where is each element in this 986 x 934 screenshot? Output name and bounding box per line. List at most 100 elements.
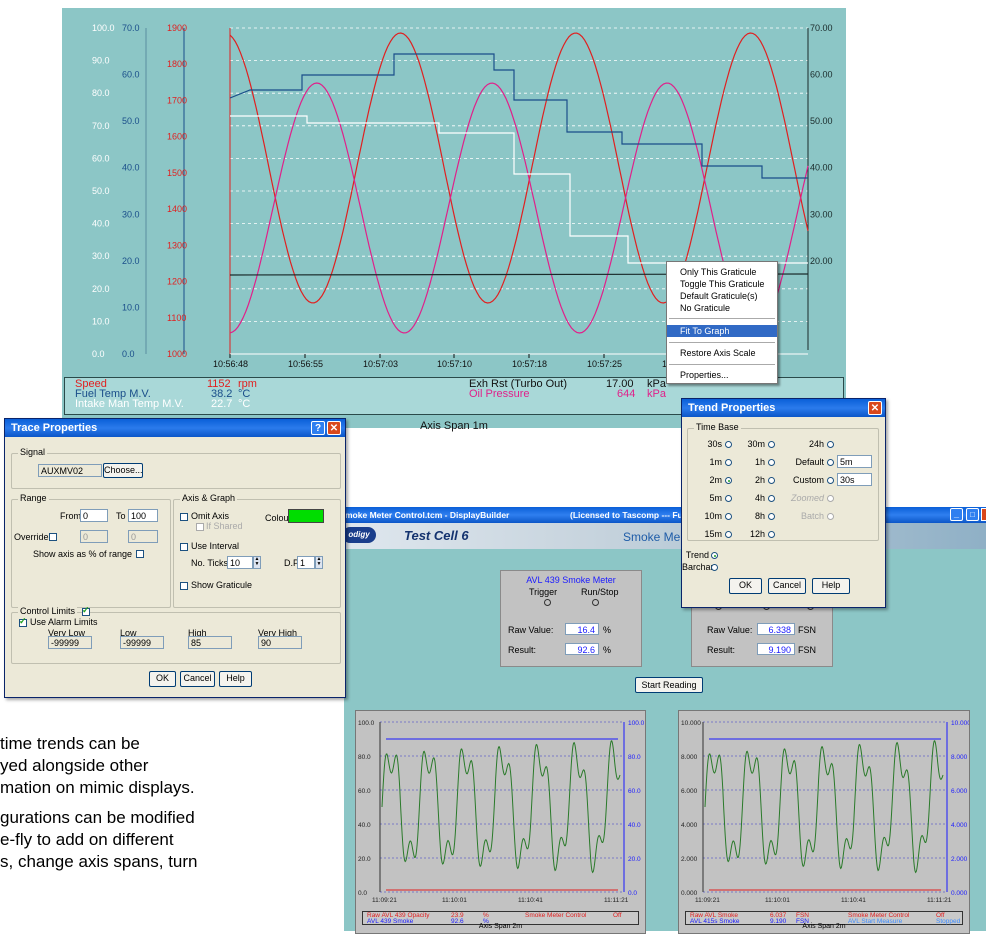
ok-button[interactable]: OK xyxy=(149,671,176,687)
menu-item-restore-axis-scale[interactable]: Restore Axis Scale xyxy=(680,348,756,358)
help-button[interactable]: Help xyxy=(219,671,252,687)
signal-input[interactable]: AUXMV02 xyxy=(38,464,102,477)
tb-custom-radio[interactable] xyxy=(827,477,834,484)
avl415-result-label: Result: xyxy=(707,645,736,655)
avl439-trend-plot[interactable]: 100.0 100.0 80.0 80.0 60.0 60.0 40.0 40.0 20.0 20… xyxy=(356,711,645,933)
custom-timebase-input[interactable]: 30s xyxy=(837,473,872,486)
y-tick-label-1: 40.0 xyxy=(92,219,110,229)
cancel-button[interactable]: Cancel xyxy=(180,671,215,687)
menu-item-fit-to-graph[interactable]: Fit To Graph xyxy=(667,325,777,337)
close-icon[interactable] xyxy=(981,508,986,521)
maximize-icon[interactable]: □ xyxy=(966,508,979,521)
to-input[interactable]: 100 xyxy=(128,509,158,522)
dp-spinner-icon[interactable]: ▲ ▼ xyxy=(315,556,323,569)
omit-axis-checkbox[interactable] xyxy=(180,513,188,521)
control-limits-checkbox[interactable] xyxy=(82,605,90,616)
tb-15m-radio[interactable] xyxy=(725,531,732,538)
tb-8h-label: 8h xyxy=(754,511,765,521)
smoke-trace xyxy=(704,740,944,874)
tb-1h-radio[interactable] xyxy=(768,459,775,466)
x-tick-label: 11:10:41 xyxy=(841,897,866,904)
low-input[interactable]: -99999 xyxy=(120,636,164,649)
avl439-runstop-label: Run/Stop xyxy=(581,587,619,597)
tb-1h-label: 1h xyxy=(754,457,765,467)
no-ticks-input[interactable]: 10 xyxy=(227,556,253,569)
show-pct-label: Show axis as % of range xyxy=(33,549,133,559)
y-tick-label-2: 30.0 xyxy=(122,209,140,219)
y-tick-label-3: 1800 xyxy=(167,59,187,69)
tb-30m-radio[interactable] xyxy=(768,441,775,448)
ok-button[interactable]: OK xyxy=(729,578,762,594)
tb-8h-radio[interactable] xyxy=(768,513,775,520)
avl415-axis-span: Axis Span 2m xyxy=(802,923,846,930)
tb-4h-radio[interactable] xyxy=(768,495,775,502)
avl415-trend-legend: Raw AVL Smoke 6.037 FSN Smoke Meter Cont… xyxy=(685,911,963,925)
avl439-raw-unit: % xyxy=(603,625,612,635)
menu-separator xyxy=(669,342,775,343)
override-checkbox[interactable] xyxy=(49,533,57,541)
trace-properties-titlebar[interactable]: Trace Properties ? ✕ xyxy=(5,419,345,437)
no-ticks-spinner-icon[interactable]: ▲ ▼ xyxy=(253,556,261,569)
barchart-radio[interactable] xyxy=(711,564,718,571)
menu-item-toggle-graticule[interactable]: Toggle This Graticule xyxy=(680,279,765,289)
help-icon[interactable]: ? xyxy=(311,421,325,435)
tb-default-radio[interactable] xyxy=(827,459,834,466)
minimize-icon[interactable]: _ xyxy=(950,508,963,521)
y-tick-label-right: 2.000 xyxy=(951,856,968,863)
avl439-runstop-indicator[interactable] xyxy=(592,599,599,606)
cancel-button[interactable]: Cancel xyxy=(768,578,806,594)
show-graticule-checkbox[interactable] xyxy=(180,582,188,590)
avl415-trend-plot[interactable]: 10.000 10.000 8.000 8.000 6.000 6.000 4.000 4.0… xyxy=(679,711,969,933)
tb-10m-radio[interactable] xyxy=(725,513,732,520)
speed-trace xyxy=(229,32,809,304)
y-tick-label-1: 80.0 xyxy=(92,88,110,98)
very-low-label: Very Low xyxy=(48,628,86,638)
trace-properties-dialog: Trace Properties ? ✕ Signal AUXMV02 Choo… xyxy=(4,418,346,698)
show-pct-checkbox[interactable] xyxy=(136,550,144,558)
menu-item-properties[interactable]: Properties... xyxy=(680,370,729,380)
legend-raw-avl-smoke-label: Raw AVL Smoke xyxy=(690,912,739,919)
menu-item-no-graticule[interactable]: No Graticule xyxy=(680,303,731,313)
dp-input[interactable]: 1 xyxy=(297,556,315,569)
very-high-input[interactable]: 90 xyxy=(258,636,302,649)
very-low-input[interactable]: -99999 xyxy=(48,636,92,649)
choose-button[interactable]: Choose... xyxy=(103,463,143,478)
colour-swatch[interactable] xyxy=(288,509,324,523)
use-interval-checkbox[interactable] xyxy=(180,543,188,551)
close-icon[interactable]: ✕ xyxy=(868,401,882,415)
trend-properties-titlebar[interactable]: Trend Properties ✕ xyxy=(682,399,885,417)
menu-item-only-this-graticule[interactable]: Only This Graticule xyxy=(680,267,757,277)
y-tick-label-right: 100.0 xyxy=(628,720,645,727)
avl439-trend-panel[interactable]: 100.0 100.0 80.0 80.0 60.0 60.0 40.0 40.0 20.0 20… xyxy=(355,710,646,934)
default-timebase-input[interactable]: 5m xyxy=(837,455,872,468)
y-tick-label: 0.000 xyxy=(681,890,698,897)
close-icon[interactable]: ✕ xyxy=(327,421,341,435)
trend-radio[interactable] xyxy=(711,552,718,559)
help-button[interactable]: Help xyxy=(812,578,850,594)
avl439-raw-label: Raw Value: xyxy=(508,625,554,635)
tb-5m-radio[interactable] xyxy=(725,495,732,502)
oil-pressure-trace xyxy=(229,82,809,334)
high-input[interactable]: 85 xyxy=(188,636,232,649)
use-alarm-limits-checkbox[interactable] xyxy=(19,616,27,627)
tb-24h-radio[interactable] xyxy=(827,441,834,448)
tb-12h-radio[interactable] xyxy=(768,531,775,538)
y-tick-label-1: 50.0 xyxy=(92,186,110,196)
tb-1m-radio[interactable] xyxy=(725,459,732,466)
from-input[interactable]: 0 xyxy=(80,509,108,522)
avl415-trend-panel[interactable]: 10.000 10.000 8.000 8.000 6.000 6.000 4.000 4.0… xyxy=(678,710,970,934)
tb-30s-radio[interactable] xyxy=(725,441,732,448)
very-high-label: Very High xyxy=(258,628,298,638)
x-tick-label: 10:56:48 xyxy=(213,359,248,369)
plot-area xyxy=(380,722,624,892)
start-reading-button[interactable]: Start Reading xyxy=(635,677,703,693)
legend-avl415-smoke-unit: FSN xyxy=(796,918,809,925)
tb-2m-radio[interactable] xyxy=(725,477,732,484)
avl439-trigger-indicator[interactable] xyxy=(544,599,551,606)
tb-2h-radio[interactable] xyxy=(768,477,775,484)
y-tick-label: 100.0 xyxy=(358,720,375,727)
menu-item-default-graticule[interactable]: Default Graticule(s) xyxy=(680,291,758,301)
tb-2h-label: 2h xyxy=(754,475,765,485)
legend-speed-label: Speed xyxy=(75,378,107,390)
smoke-window-titlebar[interactable]: moke Meter Control.tcm - DisplayBuilder … xyxy=(344,507,986,523)
